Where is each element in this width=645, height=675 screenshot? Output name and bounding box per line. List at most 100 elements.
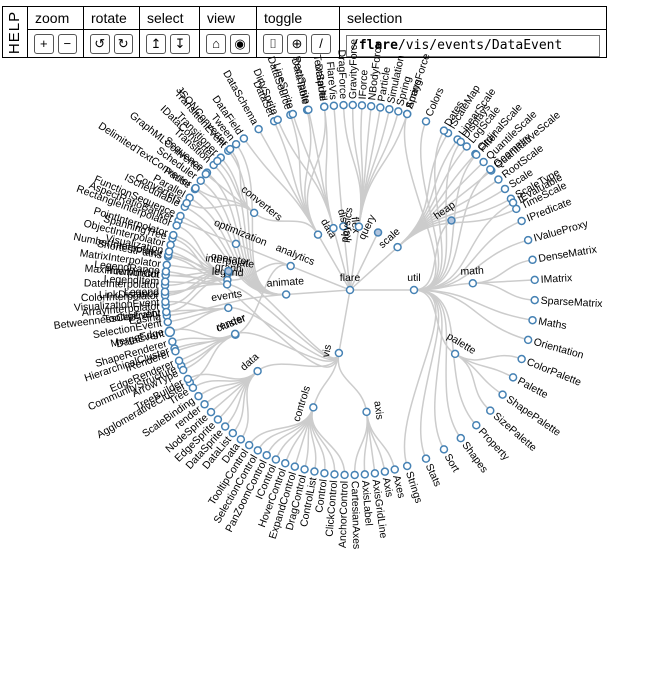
tree-node-anchorcontrol[interactable]: AnchorControl	[337, 470, 351, 548]
tree-view-button[interactable]: ⌂	[206, 34, 226, 54]
tree-node-palette[interactable]: palette	[445, 330, 478, 359]
node-marker[interactable]	[178, 365, 188, 375]
node-marker[interactable]	[462, 142, 471, 151]
zoom-in-button[interactable]: +	[34, 34, 54, 54]
node-marker[interactable]	[163, 317, 173, 327]
node-marker[interactable]	[310, 467, 319, 476]
node-marker[interactable]	[528, 315, 537, 325]
tree-node-stats[interactable]: Stats	[421, 454, 444, 489]
node-marker[interactable]	[385, 104, 394, 114]
node-marker[interactable]	[244, 440, 254, 450]
node-marker[interactable]	[304, 105, 313, 114]
tree-node-util[interactable]: util	[407, 272, 421, 295]
tree-node-sort[interactable]: Sort	[439, 445, 462, 475]
tree-node-controls[interactable]: controls	[291, 384, 318, 423]
help-button[interactable]: HELP	[3, 7, 28, 57]
tree-node-sparsematrix[interactable]: SparseMatrix	[530, 295, 604, 310]
node-marker[interactable]	[225, 144, 235, 154]
node-marker[interactable]	[224, 266, 233, 276]
node-marker[interactable]	[456, 433, 466, 443]
node-marker[interactable]	[494, 175, 503, 184]
node-marker[interactable]	[281, 459, 290, 468]
node-marker[interactable]	[370, 469, 380, 478]
toggle-a-button[interactable]: ⌷	[263, 34, 283, 54]
node-marker[interactable]	[393, 242, 402, 252]
node-marker[interactable]	[517, 354, 526, 364]
node-marker[interactable]	[176, 211, 185, 221]
tree-node-gravityforce[interactable]: GravityForce	[347, 39, 360, 110]
node-marker[interactable]	[357, 101, 367, 110]
node-marker[interactable]	[472, 420, 481, 430]
tree-node-axis[interactable]: axis	[362, 400, 386, 420]
select-child-button[interactable]: ↧	[170, 34, 190, 54]
node-marker[interactable]	[288, 109, 298, 119]
tree-node-axes[interactable]: Axes	[390, 465, 407, 499]
node-marker[interactable]	[348, 100, 358, 110]
node-marker[interactable]	[262, 450, 271, 460]
tree-node-data[interactable]: data	[238, 351, 262, 376]
node-marker[interactable]	[373, 228, 383, 237]
node-marker[interactable]	[249, 208, 259, 218]
node-marker[interactable]	[402, 461, 412, 471]
node-marker[interactable]	[171, 347, 180, 356]
node-marker[interactable]	[200, 400, 209, 409]
node-marker[interactable]	[300, 465, 309, 474]
node-marker[interactable]	[320, 102, 329, 112]
node-marker[interactable]	[182, 198, 191, 208]
node-marker[interactable]	[376, 103, 385, 112]
radial-view-button[interactable]: ◉	[230, 34, 250, 54]
tree-node-math[interactable]: math	[460, 265, 484, 288]
tree-node-maths[interactable]: Maths	[528, 315, 568, 332]
node-marker[interactable]	[188, 383, 198, 392]
node-marker[interactable]	[231, 239, 241, 249]
node-marker[interactable]	[409, 285, 419, 295]
node-marker[interactable]	[345, 285, 355, 295]
tree-node-legend[interactable]: Legend	[124, 286, 170, 298]
node-marker[interactable]	[517, 216, 526, 226]
node-marker[interactable]	[320, 468, 329, 478]
node-marker[interactable]	[447, 216, 456, 225]
tree-node-visualizationevent[interactable]: VisualizationEvent	[74, 297, 170, 314]
node-marker[interactable]	[394, 107, 403, 116]
tree-node-events[interactable]: events	[210, 288, 243, 313]
node-marker[interactable]	[421, 454, 431, 463]
tree-node-axislabel[interactable]: AxisLabel	[359, 470, 375, 526]
toggle-c-button[interactable]: /	[311, 34, 331, 54]
node-marker[interactable]	[523, 335, 533, 345]
tree-node-vis[interactable]: vis	[320, 344, 344, 359]
node-marker[interactable]	[380, 467, 390, 476]
node-marker[interactable]	[160, 277, 170, 286]
tree-node-dragforce[interactable]: DragForce	[335, 49, 349, 110]
node-marker[interactable]	[390, 465, 400, 474]
node-marker[interactable]	[271, 455, 281, 464]
node-marker[interactable]	[309, 403, 318, 412]
node-marker[interactable]	[530, 295, 539, 305]
node-marker[interactable]	[213, 156, 222, 166]
node-marker[interactable]	[194, 391, 203, 401]
node-marker[interactable]	[339, 222, 348, 231]
node-marker[interactable]	[273, 115, 282, 124]
node-marker[interactable]	[450, 349, 460, 359]
node-marker[interactable]	[164, 326, 176, 338]
node-marker[interactable]	[313, 230, 323, 239]
node-marker[interactable]	[360, 470, 370, 479]
tree-node-iforce[interactable]: IForce	[357, 69, 371, 110]
node-marker[interactable]	[439, 126, 449, 135]
tree-node-flare[interactable]: flare	[340, 272, 361, 295]
tree-node-strings[interactable]: Strings	[402, 461, 425, 505]
node-marker[interactable]	[172, 221, 181, 230]
node-marker[interactable]	[191, 183, 200, 193]
node-marker[interactable]	[166, 240, 175, 250]
node-marker[interactable]	[231, 139, 241, 149]
node-marker[interactable]	[329, 101, 339, 110]
tree-node-densematrix[interactable]: DenseMatrix	[528, 243, 598, 265]
node-marker[interactable]	[169, 230, 178, 240]
node-marker[interactable]	[472, 150, 481, 160]
node-marker[interactable]	[479, 157, 488, 167]
node-marker[interactable]	[354, 222, 364, 231]
node-marker[interactable]	[161, 297, 170, 307]
node-marker[interactable]	[508, 198, 518, 207]
node-marker[interactable]	[530, 275, 539, 285]
node-marker[interactable]	[213, 415, 223, 424]
node-marker[interactable]	[468, 279, 478, 288]
